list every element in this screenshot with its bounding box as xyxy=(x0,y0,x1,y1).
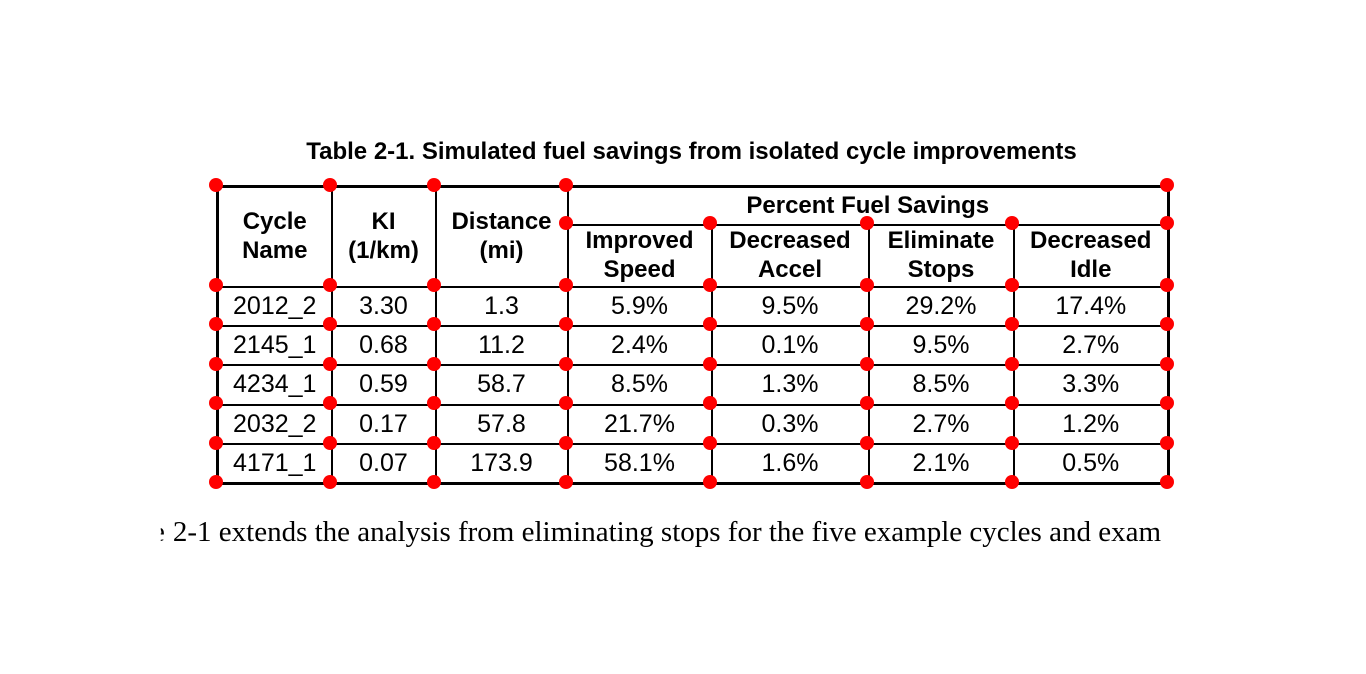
cell-decreased-idle: 3.3% xyxy=(1012,364,1170,406)
cell-eliminate-stops: 2.1% xyxy=(867,443,1015,485)
group-header-percent-fuel-savings: Percent Fuel Savings xyxy=(566,185,1170,226)
cell-ki: 0.07 xyxy=(330,443,437,485)
cell-ki: 3.30 xyxy=(330,285,437,327)
col-header-decreased-idle: Decreased Idle xyxy=(1012,223,1170,288)
cell-cycle-name: 4171_1 xyxy=(216,443,333,485)
cell-decreased-idle: 1.2% xyxy=(1012,403,1170,446)
cell-eliminate-stops: 29.2% xyxy=(867,285,1015,327)
col-header-decreased-accel: Decreased Accel xyxy=(710,223,870,288)
table-row: 4171_1 0.07 173.9 58.1% 1.6% 2.1% 0.5% xyxy=(216,443,1170,485)
cell-decreased-accel: 0.1% xyxy=(710,324,870,367)
cell-distance: 173.9 xyxy=(434,443,569,485)
cell-decreased-accel: 0.3% xyxy=(710,403,870,446)
cell-decreased-accel: 9.5% xyxy=(710,285,870,327)
table-caption: Table 2-1. Simulated fuel savings from i… xyxy=(306,138,1077,165)
cell-distance: 1.3 xyxy=(434,285,569,327)
body-text: e 2-1 extends the analysis from eliminati… xyxy=(152,516,1161,549)
cell-cycle-name: 2032_2 xyxy=(216,403,333,446)
cell-distance: 58.7 xyxy=(434,364,569,406)
cell-improved-speed: 21.7% xyxy=(566,403,713,446)
col-header-ki: KI (1/km) xyxy=(330,185,437,288)
cell-decreased-idle: 2.7% xyxy=(1012,324,1170,367)
cell-improved-speed: 58.1% xyxy=(566,443,713,485)
cell-ki: 0.17 xyxy=(330,403,437,446)
cell-decreased-idle: 0.5% xyxy=(1012,443,1170,485)
header-row-group: Cycle Name KI (1/km) Distance (mi) Perce… xyxy=(216,185,1170,288)
cell-distance: 11.2 xyxy=(434,324,569,367)
cell-cycle-name: 2012_2 xyxy=(216,285,333,327)
table-row: 2012_2 3.30 1.3 5.9% 9.5% 29.2% 17.4% xyxy=(216,285,1170,327)
body-text-line: 2-1 extends the analysis from eliminatin… xyxy=(172,516,1161,548)
cell-eliminate-stops: 8.5% xyxy=(867,364,1015,406)
cell-decreased-idle: 17.4% xyxy=(1012,285,1170,327)
cell-improved-speed: 8.5% xyxy=(566,364,713,406)
cell-ki: 0.59 xyxy=(330,364,437,406)
table-row: 4234_1 0.59 58.7 8.5% 1.3% 8.5% 3.3% xyxy=(216,364,1170,406)
table-row: 2145_1 0.68 11.2 2.4% 0.1% 9.5% 2.7% xyxy=(216,324,1170,367)
cell-eliminate-stops: 9.5% xyxy=(867,324,1015,367)
cell-improved-speed: 2.4% xyxy=(566,324,713,367)
cell-eliminate-stops: 2.7% xyxy=(867,403,1015,446)
clipped-character: e xyxy=(152,516,165,548)
cell-decreased-accel: 1.3% xyxy=(710,364,870,406)
cell-ki: 0.68 xyxy=(330,324,437,367)
col-header-cycle-name: Cycle Name xyxy=(216,185,333,288)
table-row: 2032_2 0.17 57.8 21.7% 0.3% 2.7% 1.2% xyxy=(216,403,1170,446)
col-header-improved-speed: Improved Speed xyxy=(566,223,713,288)
fuel-savings-table: Cycle Name KI (1/km) Distance (mi) Perce… xyxy=(216,185,1171,485)
cell-cycle-name: 2145_1 xyxy=(216,324,333,367)
header-row-sub: Improved Speed Decreased Accel Eliminate… xyxy=(218,223,1170,288)
cell-cycle-name: 4234_1 xyxy=(216,364,333,406)
cell-decreased-accel: 1.6% xyxy=(710,443,870,485)
cell-improved-speed: 5.9% xyxy=(566,285,713,327)
cell-distance: 57.8 xyxy=(434,403,569,446)
col-header-distance: Distance (mi) xyxy=(434,185,569,288)
col-header-eliminate-stops: Eliminate Stops xyxy=(867,223,1015,288)
